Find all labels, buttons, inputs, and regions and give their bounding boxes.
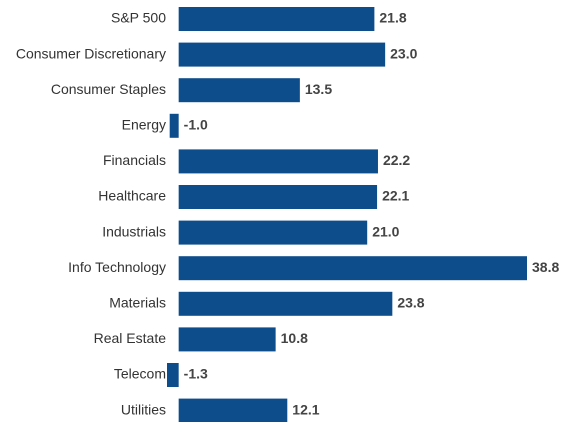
bar <box>178 327 276 352</box>
category-label: Materials <box>109 295 166 311</box>
value-label: -1.0 <box>184 117 208 133</box>
bar <box>178 185 378 209</box>
category-label: Consumer Discretionary <box>16 45 166 61</box>
category-label: Energy <box>122 117 166 133</box>
bar <box>167 363 179 387</box>
category-label: Industrials <box>102 223 166 239</box>
value-label: 38.8 <box>532 259 559 275</box>
value-label: 22.1 <box>382 188 409 204</box>
category-label: Real Estate <box>94 330 167 346</box>
category-label: Financials <box>103 152 166 168</box>
bar <box>178 7 375 31</box>
value-label: 21.8 <box>379 10 406 26</box>
bar <box>178 291 393 316</box>
value-label: 13.5 <box>305 81 332 97</box>
bar <box>178 78 300 103</box>
bar <box>178 149 378 174</box>
category-label: Consumer Staples <box>51 81 166 97</box>
value-label: 23.8 <box>397 295 424 311</box>
category-label: Healthcare <box>98 188 166 204</box>
category-label: Info Technology <box>68 259 166 275</box>
category-label: Utilities <box>121 401 166 417</box>
bar <box>169 113 179 138</box>
value-label: 10.8 <box>281 330 308 346</box>
value-label: 12.1 <box>292 401 319 417</box>
bar <box>178 42 386 67</box>
bar <box>178 220 368 245</box>
category-label: Telecom <box>114 366 166 382</box>
bar <box>178 256 527 281</box>
category-label: S&P 500 <box>111 10 166 26</box>
value-label: 21.0 <box>372 223 399 239</box>
bar <box>178 398 288 422</box>
value-label: 23.0 <box>390 45 417 61</box>
value-label: 22.2 <box>383 152 410 168</box>
value-label: -1.3 <box>184 366 208 382</box>
